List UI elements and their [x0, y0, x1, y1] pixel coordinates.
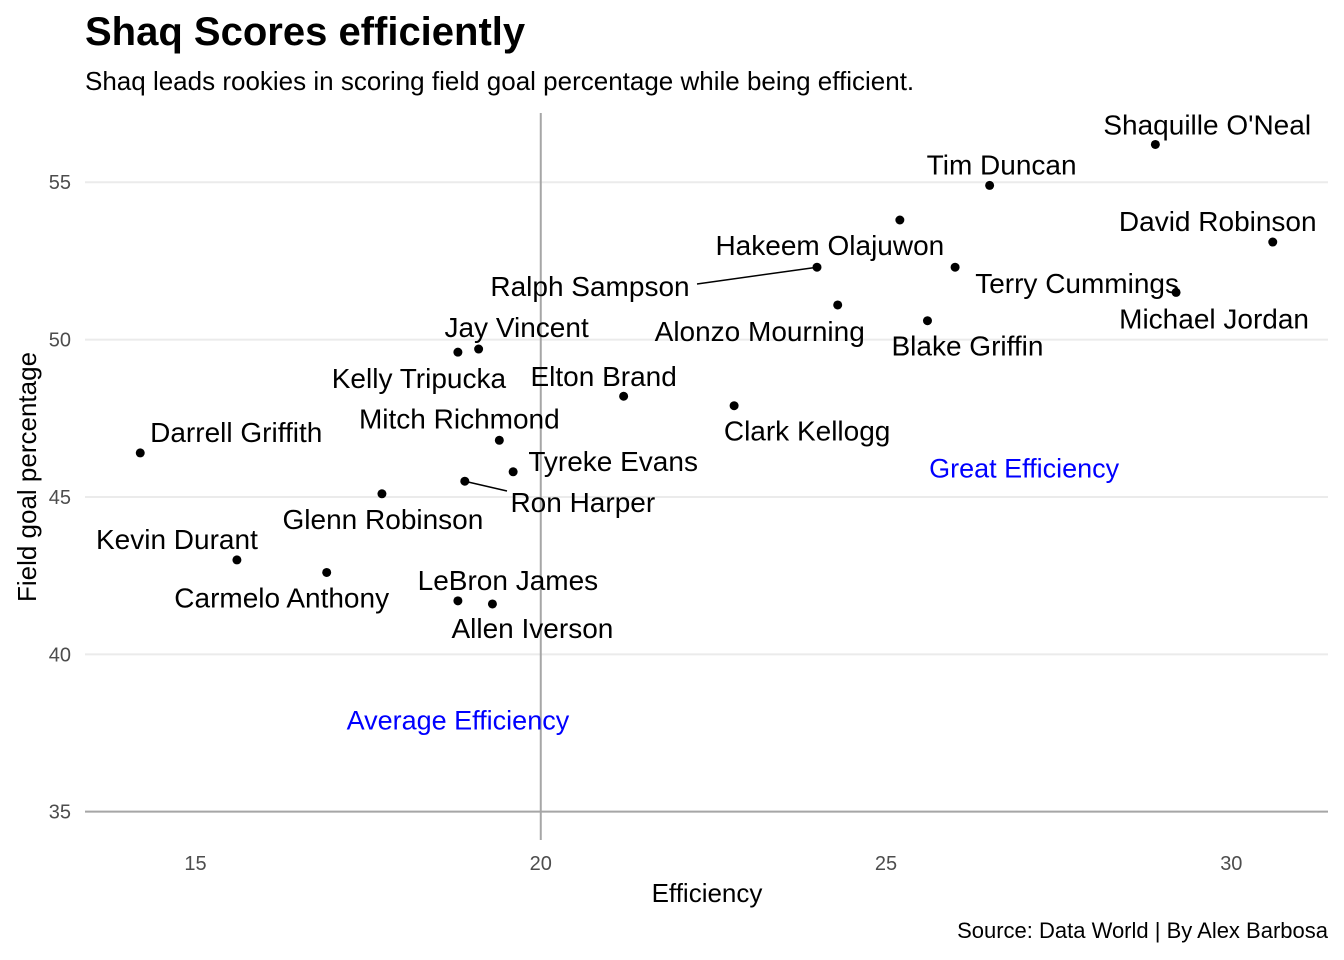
annotation-average-efficiency: Average Efficiency [347, 705, 570, 735]
point-label-alonzo-mourning: Alonzo Mourning [655, 316, 865, 347]
point-label-darrell-griffith: Darrell Griffith [150, 417, 322, 448]
data-point-michael-jordan [1171, 287, 1181, 297]
point-label-michael-jordan: Michael Jordan [1119, 303, 1309, 334]
data-point-carmelo-anthony [322, 567, 332, 577]
data-point-clark-kellogg [729, 401, 739, 411]
y-tick-label-35: 35 [49, 802, 71, 824]
reference-lines [85, 113, 1328, 840]
point-label-ralph-sampson: Ralph Sampson [490, 271, 689, 302]
y-tick-label-55: 55 [49, 172, 71, 194]
data-point-terry-cummings [950, 262, 960, 272]
data-point-david-robinson [1268, 237, 1278, 247]
data-point-kelly-tripucka [453, 347, 463, 357]
data-points [135, 139, 1278, 609]
point-label-david-robinson: David Robinson [1119, 206, 1317, 237]
data-point-ralph-sampson [812, 262, 822, 272]
chart-subtitle: Shaq leads rookies in scoring field goal… [85, 66, 915, 96]
point-label-kelly-tripucka: Kelly Tripucka [332, 363, 507, 394]
region-annotations: Great Efficiency Average Efficiency [347, 454, 1120, 736]
point-label-jay-vincent: Jay Vincent [444, 312, 588, 343]
data-point-blake-griffin [922, 316, 932, 326]
data-point-allen-iverson [487, 599, 497, 609]
leader-line-ron-harper [464, 480, 508, 492]
y-tick-label-50: 50 [49, 330, 71, 352]
data-point-darrell-griffith [135, 448, 145, 458]
data-point-elton-brand [619, 391, 629, 401]
data-point-lebron-james [453, 596, 463, 606]
tick-labels: 35 40 45 50 55 15 20 25 30 [49, 172, 1243, 875]
data-point-shaquille-o-neal [1150, 139, 1160, 149]
data-point-glenn-robinson [377, 489, 387, 499]
point-label-hakeem-olajuwon: Hakeem Olajuwon [715, 230, 944, 261]
point-label-elton-brand: Elton Brand [530, 361, 676, 392]
data-point-kevin-durant [232, 555, 242, 565]
chart-title: Shaq Scores efficiently [85, 10, 526, 54]
point-label-carmelo-anthony: Carmelo Anthony [174, 582, 389, 613]
leader-line-ralph-sampson [696, 266, 818, 285]
y-axis-title: Field goal percentage [12, 352, 42, 602]
data-point-jay-vincent [474, 344, 484, 354]
point-label-glenn-robinson: Glenn Robinson [283, 504, 484, 535]
x-tick-label-20: 20 [530, 853, 552, 875]
point-label-tyreke-evans: Tyreke Evans [528, 446, 698, 477]
annotation-great-efficiency: Great Efficiency [929, 454, 1120, 484]
data-point-ron-harper [460, 476, 470, 486]
x-tick-label-15: 15 [184, 853, 206, 875]
point-label-tim-duncan: Tim Duncan [927, 149, 1077, 180]
y-tick-label-45: 45 [49, 487, 71, 509]
point-label-kevin-durant: Kevin Durant [96, 524, 258, 555]
x-axis-title: Efficiency [652, 878, 763, 908]
y-tick-label-40: 40 [49, 644, 71, 666]
data-point-tim-duncan [985, 180, 995, 190]
x-tick-label-25: 25 [875, 853, 897, 875]
source-caption: Source: Data World | By Alex Barbosa [957, 918, 1328, 943]
data-point-tyreke-evans [508, 467, 518, 477]
point-labels: Shaquille O'Neal Tim Duncan David Robinson… [96, 109, 1317, 643]
data-point-hakeem-olajuwon [895, 215, 905, 225]
data-point-mitch-richmond [494, 435, 504, 445]
x-tick-label-30: 30 [1220, 853, 1242, 875]
point-label-mitch-richmond: Mitch Richmond [359, 403, 560, 434]
data-point-alonzo-mourning [833, 300, 843, 310]
point-label-lebron-james: LeBron James [418, 565, 599, 596]
point-label-terry-cummings: Terry Cummings [975, 268, 1179, 299]
label-leader-lines [464, 266, 818, 492]
point-label-allen-iverson: Allen Iverson [451, 613, 613, 644]
point-label-ron-harper: Ron Harper [510, 487, 655, 518]
point-label-blake-griffin: Blake Griffin [891, 331, 1043, 362]
point-label-shaquille-o-neal: Shaquille O'Neal [1103, 109, 1311, 140]
point-label-clark-kellogg: Clark Kellogg [724, 416, 891, 447]
